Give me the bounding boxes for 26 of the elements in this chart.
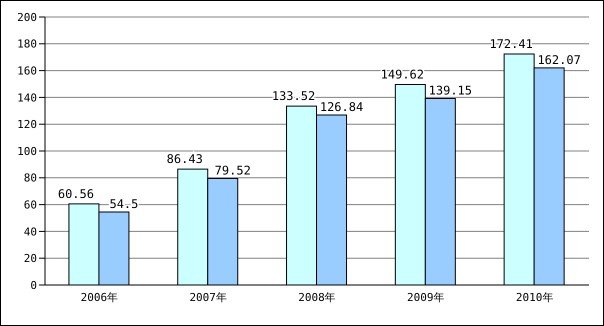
data-label: 60.56 xyxy=(58,186,94,201)
y-tick-label: 120 xyxy=(17,118,37,132)
x-tick-label: 2008年 xyxy=(298,290,336,304)
data-label: 162.07 xyxy=(537,52,581,67)
x-tick-label: 2006年 xyxy=(80,290,118,304)
x-tick-label: 2010年 xyxy=(516,290,554,304)
y-tick-label: 200 xyxy=(17,10,37,24)
y-tick-label: 80 xyxy=(24,172,37,185)
data-label: 86.43 xyxy=(166,152,203,166)
y-tick-label: 0 xyxy=(30,278,37,292)
y-tick-label: 60 xyxy=(24,198,37,212)
y-tick-label: 20 xyxy=(24,252,37,266)
y-tick-label: 40 xyxy=(24,225,37,238)
y-tick-label: 160 xyxy=(17,64,37,78)
data-label: 133.52 xyxy=(272,89,316,104)
x-tick-label: 2007年 xyxy=(189,290,227,304)
x-tick-label: 2009年 xyxy=(407,290,445,304)
data-label: 172.41 xyxy=(489,36,533,51)
data-label: 54.5 xyxy=(109,196,138,211)
y-tick-label: 140 xyxy=(17,91,37,104)
data-label: 139.15 xyxy=(428,84,472,98)
y-tick-label: 180 xyxy=(17,38,37,51)
y-tick-label: 100 xyxy=(17,144,37,158)
data-label: 79.52 xyxy=(214,163,251,178)
data-label: 126.84 xyxy=(320,100,364,114)
data-label: 149.62 xyxy=(380,68,424,82)
